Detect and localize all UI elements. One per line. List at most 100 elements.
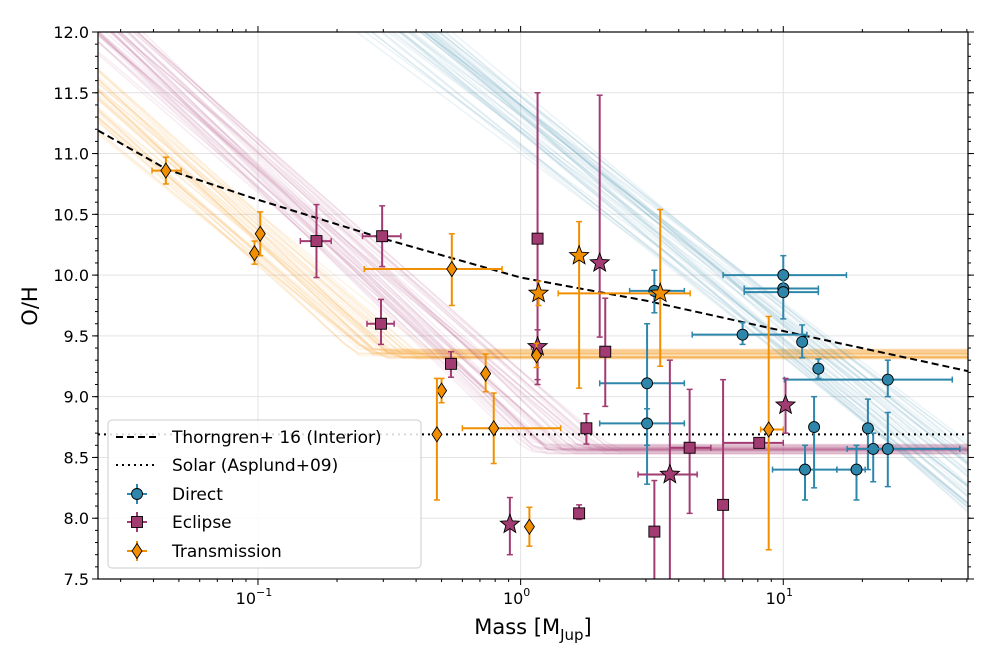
eclipse-marker [599, 345, 612, 358]
eclipse-marker [648, 525, 661, 538]
transmission-point [759, 315, 785, 551]
transmission-marker [568, 244, 590, 265]
eclipse-marker [499, 513, 521, 534]
eclipse-marker [376, 230, 389, 243]
eclipse-marker [580, 422, 593, 435]
transmission-point [461, 392, 562, 465]
model-line-eclipse [98, 34, 968, 447]
x-tick-base: 10 [503, 589, 523, 608]
direct-marker [736, 328, 749, 341]
x-axis-label: Mass [MJup] [474, 615, 592, 644]
model-line-direct [437, 32, 968, 452]
x-tick-label: 10−1 [236, 586, 273, 608]
model-line-direct [444, 32, 968, 487]
model-line-direct [423, 32, 968, 466]
transmission-marker [531, 347, 543, 364]
direct-point [846, 411, 961, 488]
direct-marker [881, 373, 894, 386]
model-line-transmission [98, 89, 968, 353]
eclipse-point [361, 205, 402, 268]
eclipse-marker [683, 441, 696, 454]
model-line-transmission [98, 96, 968, 353]
transmission-point [531, 342, 543, 369]
model-line-eclipse [117, 32, 968, 450]
model-line-eclipse [127, 32, 968, 453]
model-line-eclipse [135, 32, 968, 447]
model-line-eclipse [109, 32, 968, 449]
eclipse-point [299, 203, 332, 279]
transmission-marker [527, 282, 550, 303]
model-line-eclipse [98, 53, 968, 451]
x-tick-exp: 0 [523, 586, 530, 599]
direct-point [796, 324, 809, 359]
model-line-eclipse [98, 40, 968, 451]
model-line-eclipse [110, 32, 968, 449]
legend-entry: Thorngren+ 16 (Interior) [116, 428, 382, 448]
legend-label: Solar (Asplund+09) [172, 456, 338, 476]
model-line-direct [370, 32, 968, 494]
model-line-direct [422, 32, 968, 447]
y-tick-label: 11.5 [53, 84, 89, 103]
transmission-marker [649, 282, 671, 303]
model-line-eclipse [98, 32, 968, 455]
model-line-direct [410, 32, 968, 497]
direct-marker [799, 463, 811, 476]
y-tick-label: 8.0 [64, 509, 89, 528]
model-line-direct [381, 32, 968, 508]
model-line-direct [425, 32, 968, 472]
transmission-marker [523, 518, 535, 536]
eclipse-point [445, 350, 458, 378]
model-line-eclipse [120, 32, 968, 452]
transmission-marker [160, 162, 172, 179]
eclipse-point [589, 94, 611, 338]
model-line-direct [401, 32, 968, 509]
y-tick-label: 11.0 [53, 145, 89, 164]
eclipse-point [366, 298, 395, 346]
legend-marker [131, 542, 143, 560]
axis-ticks: 7.58.08.59.09.510.010.511.011.512.010−1 1… [53, 23, 974, 608]
model-line-eclipse [111, 32, 968, 447]
model-line-transmission [98, 69, 968, 360]
eclipse-marker [753, 436, 766, 449]
data-points [151, 92, 961, 579]
direct-point [836, 444, 866, 501]
model-line-direct [432, 32, 968, 477]
legend-label: Transmission [171, 542, 282, 562]
y-tick-label: 10.0 [53, 266, 89, 285]
model-line-direct [427, 32, 968, 514]
model-line-transmission [98, 70, 968, 360]
transmission-point [363, 233, 503, 307]
y-tick-label: 7.5 [64, 570, 89, 589]
legend-entry: Transmission [127, 541, 282, 562]
legend-entry: Eclipse [127, 512, 232, 533]
model-line-transmission [98, 89, 968, 360]
model-line-direct [398, 32, 968, 454]
model-line-direct [389, 32, 968, 457]
x-tick-exp: 1 [786, 586, 793, 599]
legend-entry: Direct [127, 484, 223, 505]
legend-marker [131, 516, 143, 528]
y-tick-label: 8.5 [64, 448, 89, 467]
transmission-point [436, 377, 448, 404]
eclipse-point [774, 377, 797, 434]
model-line-direct [411, 32, 968, 464]
model-line-eclipse [131, 32, 968, 451]
model-line-direct [355, 32, 968, 487]
x-tick-label: 101 [766, 586, 793, 608]
legend: Thorngren+ 16 (Interior) Solar (Asplund+0… [107, 419, 422, 569]
model-line-direct [438, 32, 968, 485]
model-line-direct [406, 32, 968, 446]
transmission-marker [248, 244, 261, 262]
direct-point [808, 395, 821, 489]
model-line-direct [429, 32, 968, 478]
transmission-point [527, 280, 550, 307]
eclipse-marker [310, 235, 323, 248]
model-line-eclipse [126, 32, 968, 451]
model-line-direct [386, 32, 968, 464]
model-line-eclipse [98, 34, 968, 450]
model-line-direct [379, 32, 968, 505]
direct-point [691, 321, 808, 346]
direct-point [812, 358, 825, 380]
model-line-eclipse [136, 32, 968, 455]
x-tick-base: 10 [766, 589, 786, 608]
